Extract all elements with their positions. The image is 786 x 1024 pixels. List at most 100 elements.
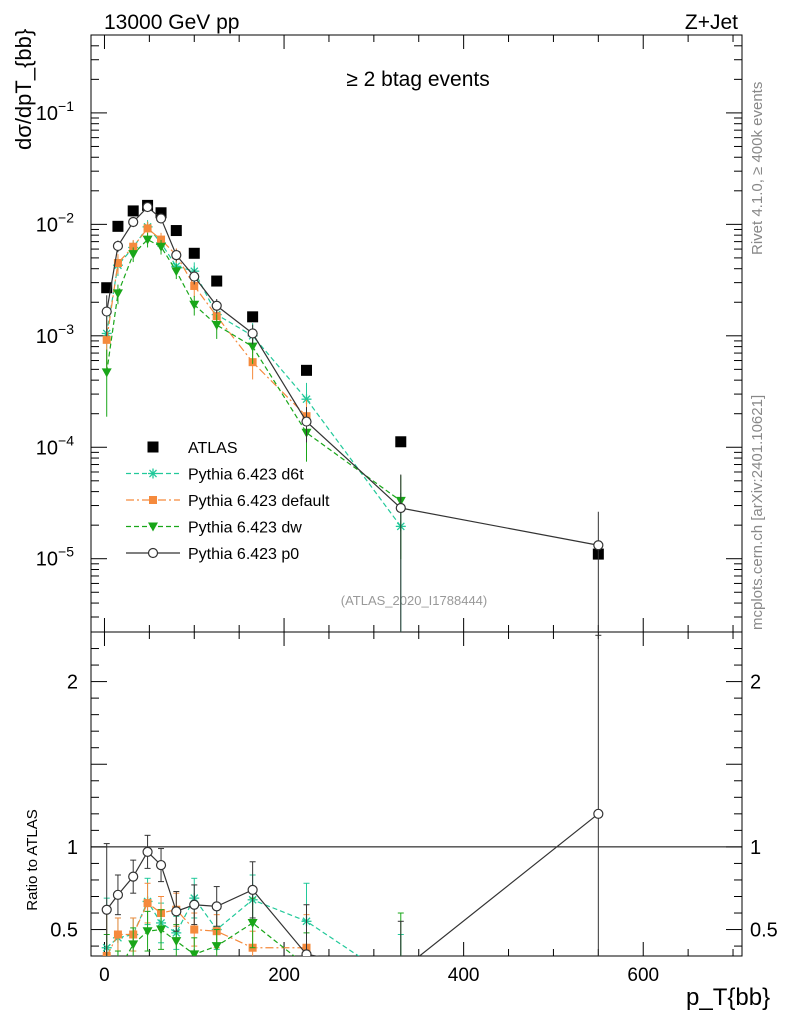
pythia-6-423-dw-ratio-point	[396, 959, 406, 968]
ratio-tick-label: 0.5	[50, 920, 78, 942]
legend-label: Pythia 6.423 dw	[188, 520, 302, 537]
ratio-axis-title: Ratio to ATLAS	[24, 809, 41, 910]
pythia-6-423-dw-ratio-point	[171, 937, 182, 947]
pythia-6-423-p0-point	[128, 216, 139, 228]
pythia-6-423-dw-ratio-line	[125, 922, 296, 956]
legend: ATLAS Pythia 6.423 d6t Pythia 6.423 defaul…	[126, 440, 330, 563]
legend-item-pythia-6-423-p0: Pythia 6.423 p0	[126, 546, 299, 563]
pythia-6-423-p0-point	[301, 416, 312, 427]
legend-item-pythia-6-423-default: Pythia 6.423 default	[126, 493, 330, 510]
pythia-6-423-dw-point	[128, 250, 139, 260]
main-plot-frame	[90, 34, 743, 633]
star-stroke	[397, 981, 404, 988]
atlas-data-point	[112, 220, 124, 232]
mcplots-source-label: mcplots.cern.ch [arXiv:2401.10621]	[749, 395, 766, 630]
atlas-data-point	[188, 247, 200, 259]
pythia-6-423-dw-point	[189, 300, 200, 310]
pythia-6-423-dw-ratio-point	[156, 925, 167, 935]
ratio-tick-label-right: 2	[750, 672, 761, 694]
pythia-6-423-p0-ratio-point	[171, 906, 182, 917]
pythia-6-423-p0-ratio-point	[396, 966, 405, 975]
pythia-6-423-dw-point	[142, 235, 153, 245]
pythia-6-423-dw-point	[211, 321, 222, 331]
x-axis-title: p_T{bb}	[686, 984, 770, 1011]
legend-label: Pythia 6.423 default	[188, 493, 330, 510]
pythia-6-423-p0-ratio-point	[101, 904, 112, 915]
pythia-6-423-default-line	[106, 227, 307, 417]
atlas-data-point	[211, 275, 223, 287]
star-stroke	[302, 395, 311, 404]
ratio-tick-label-right: 0.5	[750, 920, 778, 942]
legend-label: ATLAS	[188, 440, 238, 457]
pythia-6-423-default-point	[102, 335, 111, 344]
pythia-6-423-p0-point	[171, 249, 182, 261]
pythia-6-423-p0-point	[155, 213, 167, 224]
y-axis-title: dσ/dpT_{bb}	[11, 29, 36, 150]
pythia-6-423-default-ratio-point	[190, 925, 199, 934]
atlas-data-point	[155, 207, 167, 219]
pythia-6-423-dw-point	[156, 242, 167, 252]
process-title: Z+Jet	[685, 11, 738, 34]
pythia-6-423-default-ratio-point	[143, 899, 152, 908]
pythia-6-423-dw-point	[247, 342, 258, 352]
main-series-group	[101, 199, 604, 632]
pythia-6-423-p0-point	[395, 502, 406, 514]
pythia-6-423-default-point	[190, 281, 199, 290]
y-tick-label: 10−4	[36, 432, 74, 459]
ratio-tick-label: 2	[67, 672, 78, 694]
pythia-6-423-p0-ratio-point	[301, 949, 312, 956]
ratio-tick-label: 1	[67, 837, 78, 859]
pythia-6-423-default-ratio-point	[113, 930, 122, 939]
pythia-6-423-dw-ratio-point	[247, 918, 258, 928]
rivet-version-label: Rivet 4.1.0, ≥ 400k events	[749, 82, 766, 255]
star-stroke	[397, 981, 404, 988]
pythia-6-423-p0-point	[189, 271, 200, 282]
y-tick-label: 10−3	[36, 321, 74, 348]
pythia-6-423-dw-ratio-point	[189, 950, 200, 956]
y-tick-label: 10−2	[36, 209, 74, 236]
atlas-data-point	[247, 311, 259, 323]
pythia-6-423-dw-line	[106, 238, 402, 502]
pythia-6-423-dw-ratio-point	[128, 940, 139, 950]
pythia-6-423-default-point	[113, 259, 122, 268]
pythia-6-423-dw-ratio-point	[302, 962, 312, 971]
pythia-6-423-p0-point	[112, 240, 124, 252]
pythia-6-423-p0-point	[247, 328, 258, 339]
atlas-data-point	[127, 205, 139, 217]
pythia-6-423-d6t-line	[106, 225, 402, 527]
legend-label: Pythia 6.423 d6t	[188, 467, 304, 484]
atlas-data-point	[395, 436, 407, 448]
star-stroke	[149, 469, 157, 478]
y-tick-label: 10−5	[36, 544, 74, 571]
x-tick-label: 600	[627, 965, 659, 986]
pythia-6-423-p0-point	[593, 540, 604, 551]
pythia-6-423-p0-ratio-point	[142, 846, 153, 857]
atlas-data-point	[170, 225, 182, 237]
pythia-6-423-p0-ratio-point	[155, 859, 167, 871]
pythia-6-423-default-ratio-line	[106, 902, 307, 956]
selection-annotation: ≥ 2 btag events	[346, 68, 489, 91]
legend-marker	[148, 522, 158, 532]
pythia-6-423-p0-ratio-point	[247, 884, 258, 895]
pythia-6-423-dw-point	[171, 267, 182, 277]
legend-item-pythia-6-423-d6t: Pythia 6.423 d6t	[126, 467, 304, 484]
atlas-data-point	[101, 282, 113, 294]
pythia-6-423-dw-ratio-point	[211, 942, 222, 952]
legend-marker	[147, 547, 159, 559]
x-tick-label: 0	[99, 965, 110, 986]
pythia-6-423-p0-ratio-point	[189, 899, 200, 910]
pythia-6-423-default-point	[157, 235, 166, 244]
pythia-6-423-d6t-ratio-point	[396, 979, 406, 989]
pythia-6-423-p0-point	[101, 306, 112, 317]
pythia-6-423-p0-ratio-line	[106, 813, 599, 956]
legend-item-atlas: ATLAS	[147, 440, 238, 457]
pythia-6-423-dw-ratio-point	[142, 927, 153, 937]
ratio-plot-frame	[90, 631, 743, 957]
analysis-watermark: (ATLAS_2020_I1788444)	[341, 593, 487, 608]
pythia-6-423-p0-point	[211, 300, 222, 311]
legend-marker	[147, 441, 159, 453]
legend-label: Pythia 6.423 p0	[188, 546, 299, 563]
atlas-data-point	[301, 364, 313, 376]
pythia-6-423-p0-ratio-point	[128, 871, 139, 882]
